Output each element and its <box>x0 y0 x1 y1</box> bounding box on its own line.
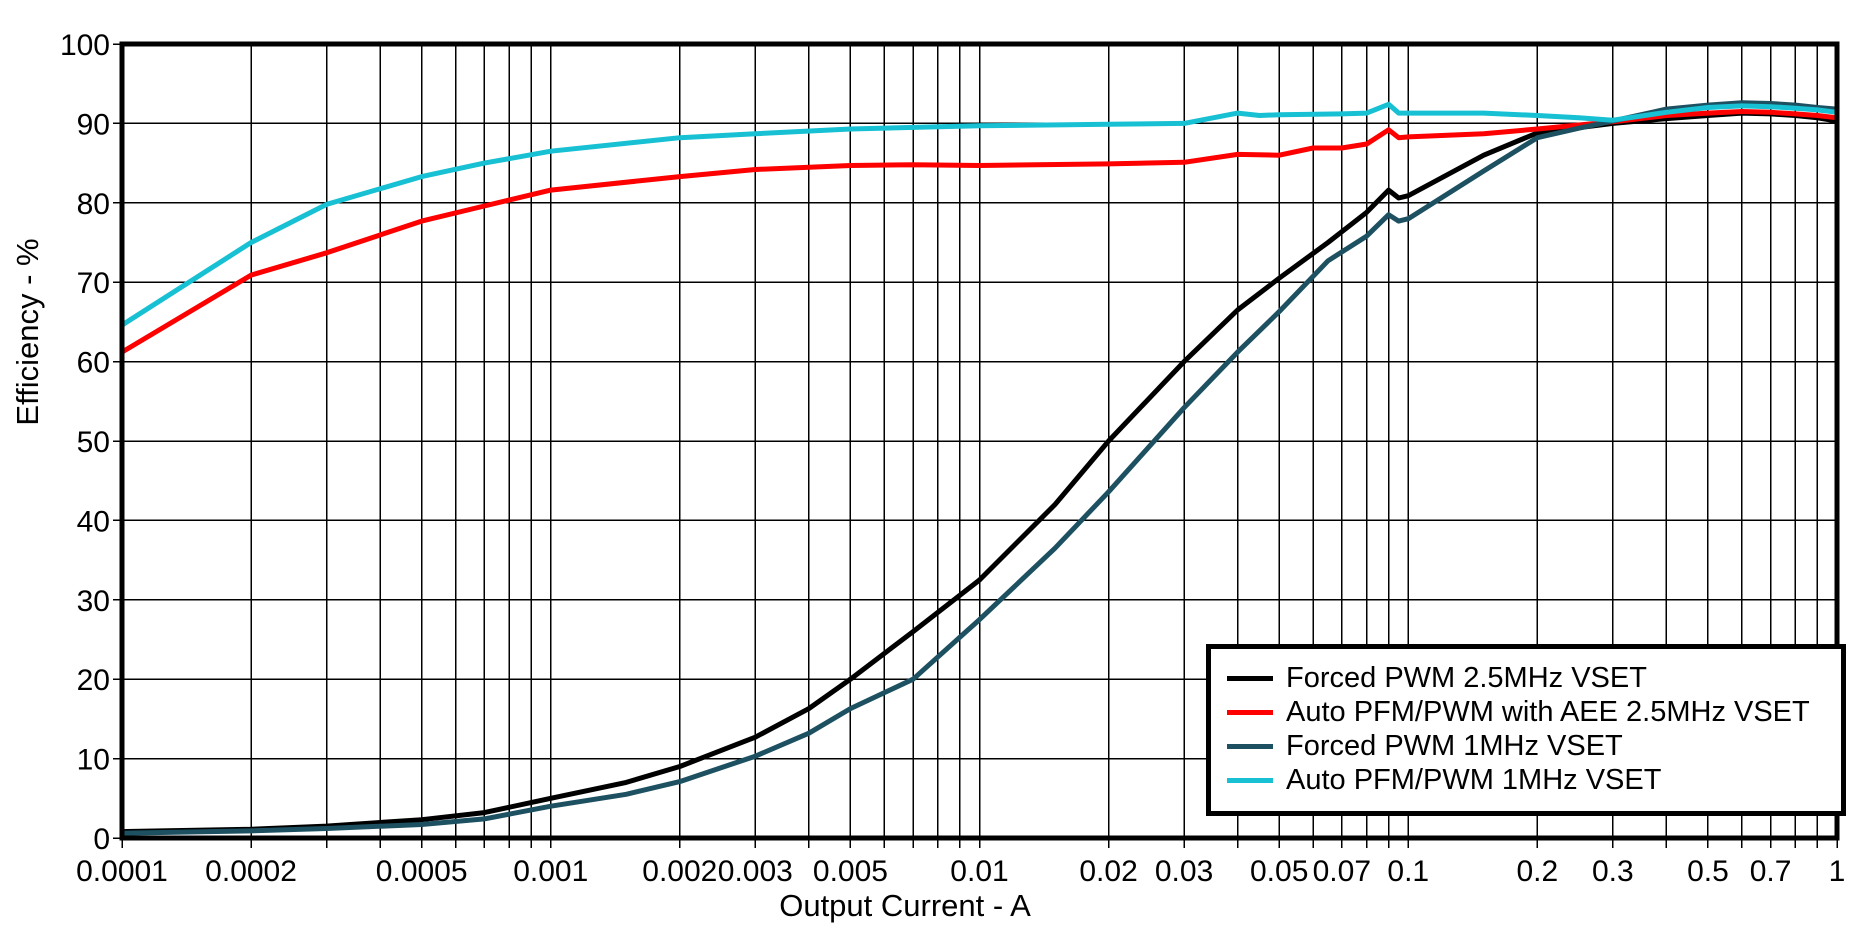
x-tick-label: 0.0005 <box>376 855 468 888</box>
series-line-3 <box>120 101 1838 328</box>
series-line-2 <box>121 100 1838 836</box>
x-tick-label: 0.002 <box>642 855 717 888</box>
legend-item: Forced PWM 2.5MHz VSET <box>1227 661 1841 695</box>
y-tick-label: 100 <box>60 29 110 62</box>
x-tick-label: 0.0001 <box>76 855 168 888</box>
legend: Forced PWM 2.5MHz VSET Auto PFM/PWM with… <box>1206 644 1846 816</box>
y-tick-label: 30 <box>77 585 110 618</box>
x-tick-label: 0.02 <box>1079 855 1137 888</box>
x-axis-title: Output Current - A <box>779 888 1031 923</box>
plot-border <box>119 41 1840 841</box>
legend-line-sample <box>1227 675 1273 681</box>
y-tick-label: 80 <box>77 188 110 221</box>
y-tick-label: 60 <box>77 347 110 380</box>
x-tick-label: 0.7 <box>1750 855 1792 888</box>
legend-item: Auto PFM/PWM 1MHz VSET <box>1227 763 1841 797</box>
legend-label: Auto PFM/PWM with AEE 2.5MHz VSET <box>1286 695 1810 728</box>
legend-line-sample <box>1227 709 1273 715</box>
legend-line-sample <box>1227 743 1273 749</box>
legend-line-sample <box>1227 777 1273 783</box>
series-line-1 <box>120 109 1838 355</box>
x-tick-label: 0.2 <box>1516 855 1558 888</box>
x-tick-label: 0.03 <box>1155 855 1213 888</box>
legend-label: Forced PWM 1MHz VSET <box>1286 729 1623 762</box>
x-tick-label: 0.07 <box>1313 855 1371 888</box>
y-tick-label: 40 <box>77 505 110 538</box>
legend-label: Auto PFM/PWM 1MHz VSET <box>1286 763 1662 796</box>
x-tick-label: 0.05 <box>1250 855 1308 888</box>
x-tick-label: 0.003 <box>718 855 793 888</box>
x-tick-label: 0.5 <box>1687 855 1729 888</box>
x-tick-label: 0.3 <box>1592 855 1634 888</box>
legend-item: Auto PFM/PWM with AEE 2.5MHz VSET <box>1227 695 1841 729</box>
y-tick-label: 90 <box>77 108 110 141</box>
x-tick-label: 0.01 <box>950 855 1008 888</box>
x-tick-label: 1 <box>1829 855 1846 888</box>
legend-label: Forced PWM 2.5MHz VSET <box>1286 661 1647 694</box>
series-line-0 <box>121 110 1838 835</box>
x-tick-label: 0.005 <box>813 855 888 888</box>
x-tick-label: 0.0002 <box>205 855 297 888</box>
y-axis-title: Efficiency - % <box>10 238 45 426</box>
y-tick-label: 0 <box>93 823 110 856</box>
y-tick-label: 20 <box>77 664 110 697</box>
legend-item: Forced PWM 1MHz VSET <box>1227 729 1841 763</box>
x-tick-label: 0.1 <box>1387 855 1429 888</box>
y-tick-label: 10 <box>77 744 110 777</box>
y-tick-label: 50 <box>77 426 110 459</box>
x-tick-label: 0.001 <box>513 855 588 888</box>
y-tick-label: 70 <box>77 267 110 300</box>
